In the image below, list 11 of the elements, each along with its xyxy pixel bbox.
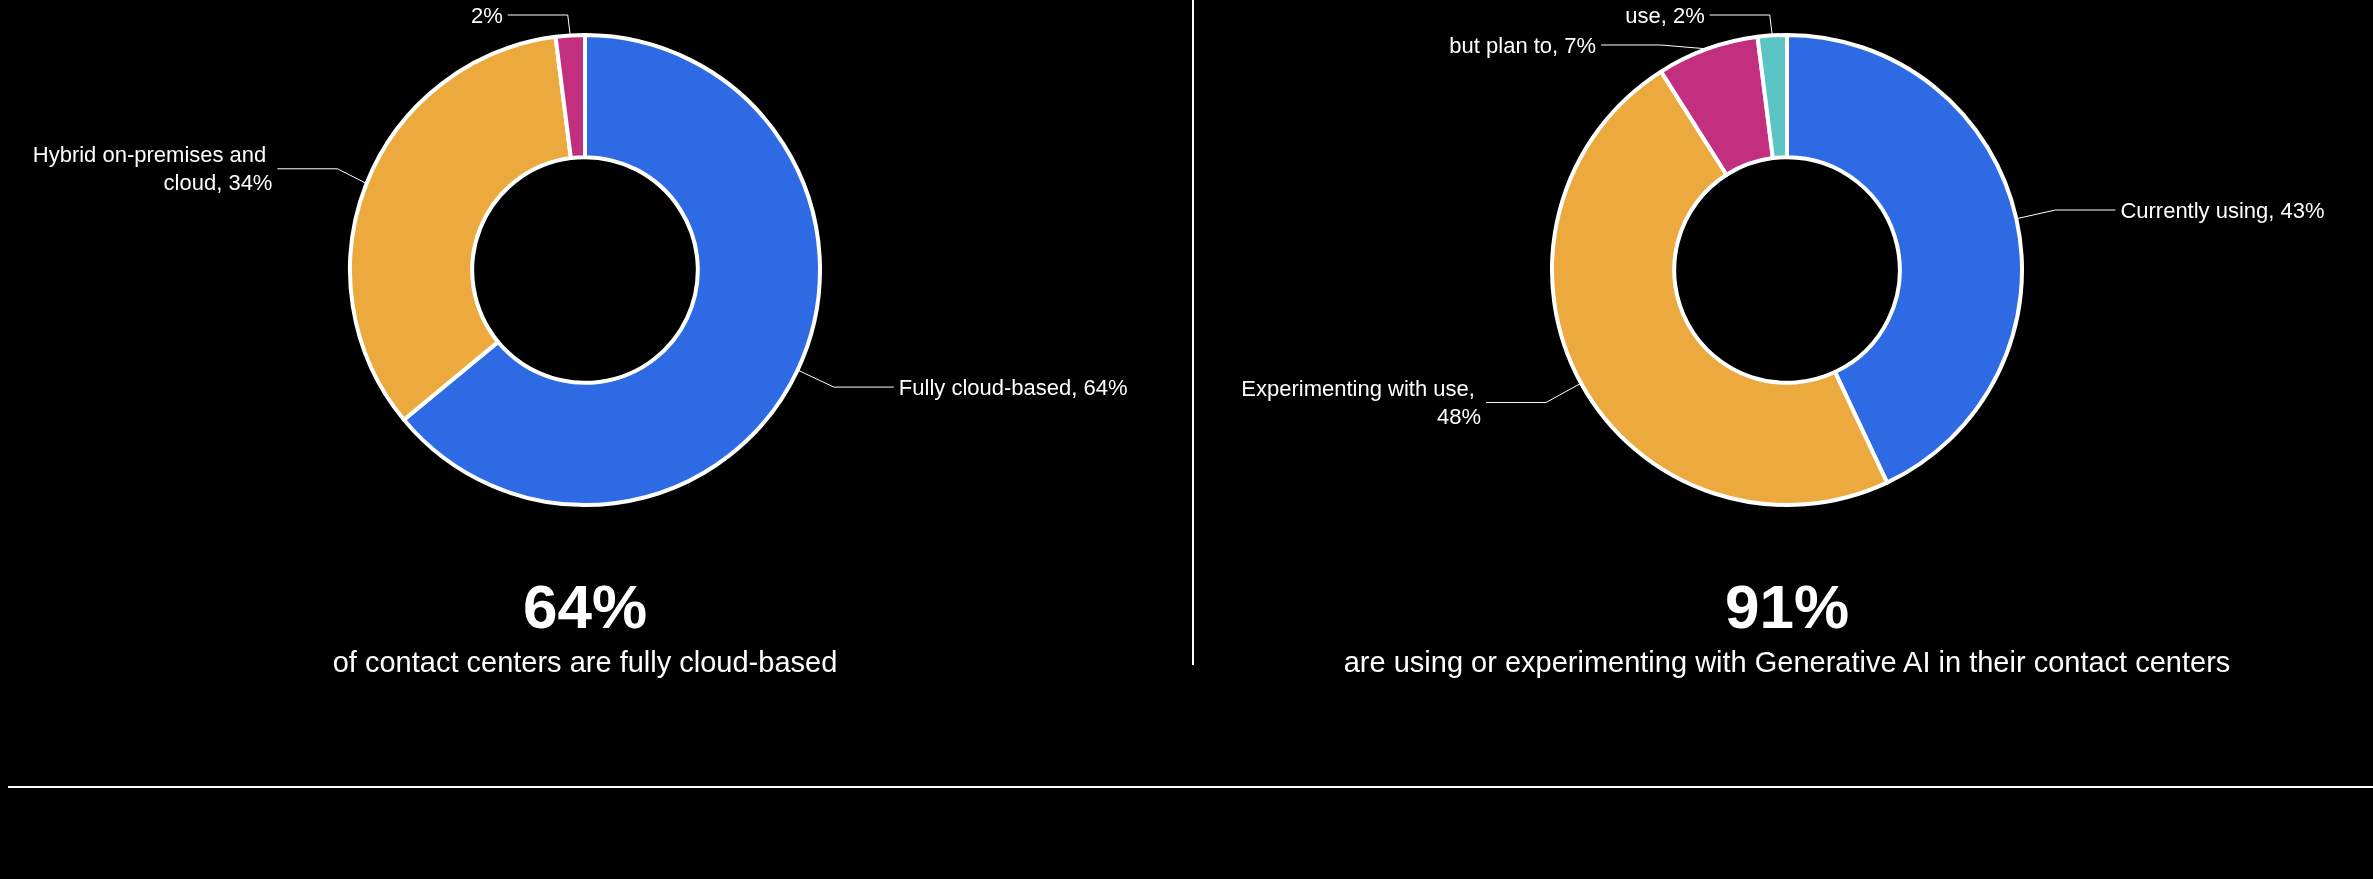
- text: of contact centers are fully cloud-based: [332, 645, 838, 678]
- data-label: Experimenting with use, 48%: [1241, 375, 1482, 429]
- text: are using or experimenting with Generative AI in their contact centers: [1343, 645, 2231, 678]
- data-label: but plan to, 7%: [1449, 32, 1597, 58]
- data-label: Fully cloud-based, 64%: [898, 374, 1128, 400]
- data-label: 2%: [470, 2, 503, 28]
- data-label: use, 2%: [1625, 2, 1705, 28]
- text: 91%: [1724, 571, 1850, 641]
- text: 64%: [522, 571, 648, 641]
- data-label: Currently using, 43%: [2120, 197, 2325, 223]
- data-label: Hybrid on-premises and cloud, 34%: [32, 142, 273, 196]
